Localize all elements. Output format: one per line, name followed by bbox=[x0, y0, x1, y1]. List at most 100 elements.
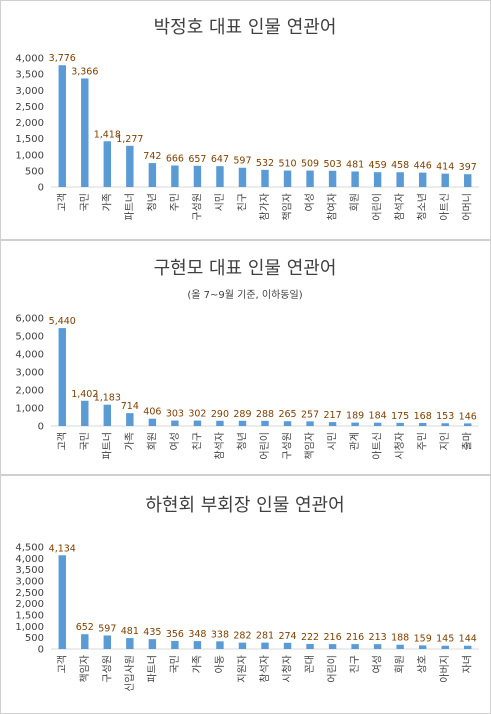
bar bbox=[283, 170, 292, 187]
data-label: 302 bbox=[188, 409, 206, 420]
data-label: 742 bbox=[143, 151, 161, 162]
bar bbox=[441, 645, 449, 649]
x-tick-label: 책임자 bbox=[303, 432, 316, 460]
data-label: 397 bbox=[459, 162, 477, 173]
data-label: 290 bbox=[211, 409, 229, 420]
x-tick-label: 어머니 bbox=[462, 193, 474, 221]
data-label: 213 bbox=[369, 632, 387, 643]
data-label: 144 bbox=[459, 634, 477, 645]
x-tick-label: 시청자 bbox=[394, 432, 406, 460]
x-tick-label: 출마 bbox=[462, 432, 474, 450]
bar bbox=[283, 421, 292, 426]
bar bbox=[283, 642, 292, 649]
data-label: 356 bbox=[166, 629, 184, 640]
x-tick-label: 국민 bbox=[79, 193, 91, 211]
bar bbox=[126, 413, 134, 426]
bar bbox=[148, 163, 157, 187]
data-label: 657 bbox=[188, 154, 206, 165]
bar bbox=[171, 165, 179, 187]
bar bbox=[126, 638, 134, 649]
x-tick-label: 주민 bbox=[169, 193, 181, 211]
y-tick-label: 3,000 bbox=[15, 86, 44, 97]
bar bbox=[328, 644, 337, 649]
x-tick-label: 참석자 bbox=[259, 655, 271, 683]
data-label: 184 bbox=[369, 411, 387, 422]
data-label: 1,277 bbox=[116, 134, 143, 145]
bar bbox=[396, 422, 404, 426]
chart-panel-park: 박정호 대표 인물 연관어 0 500 1,000 1,500 2,000 2,500 3,… bbox=[0, 0, 491, 240]
chart-title: 박정호 대표 인물 연관어 bbox=[154, 17, 337, 38]
y-tick-label: 3,000 bbox=[15, 368, 44, 379]
x-tick-label: 책임자 bbox=[78, 655, 91, 683]
x-tick-label: 친구 bbox=[236, 193, 248, 211]
y-tick-label: 4,000 bbox=[15, 54, 44, 65]
bar bbox=[216, 641, 224, 649]
bar bbox=[464, 423, 472, 426]
data-label: 414 bbox=[436, 162, 454, 173]
bar bbox=[216, 166, 224, 187]
data-label: 265 bbox=[278, 409, 296, 420]
bar bbox=[171, 420, 179, 426]
x-tick-label: 여성 bbox=[372, 655, 384, 673]
data-label: 509 bbox=[301, 159, 319, 170]
data-label: 3,776 bbox=[49, 53, 76, 64]
bar bbox=[351, 422, 359, 426]
data-label: 189 bbox=[346, 411, 364, 422]
data-label: 222 bbox=[301, 632, 319, 643]
bar bbox=[81, 78, 89, 187]
data-label: 652 bbox=[76, 622, 94, 633]
data-label: 510 bbox=[278, 159, 296, 170]
x-tick-label: 참여자 bbox=[327, 193, 339, 221]
y-tick-label: 2,000 bbox=[15, 118, 44, 129]
chart-svg-ha: 하현회 부회장 인물 연관어 05001,0001,5002,0002,5003… bbox=[15, 495, 479, 692]
x-tick-label: 아동 bbox=[214, 655, 226, 673]
data-label: 1,418 bbox=[94, 129, 121, 140]
y-tick-label: 1,000 bbox=[15, 150, 44, 161]
chart-svg-koo: 구현모 대표 인물 연관어 (올 7~9월 기준, 이하동일) 0 1,000 2,… bbox=[15, 258, 479, 460]
x-tick-label: 지원자 bbox=[236, 655, 248, 683]
bar bbox=[464, 174, 472, 187]
y-tick-label: 0 bbox=[38, 183, 44, 194]
x-tick-label: 고객 bbox=[56, 432, 68, 450]
x-tick-label: 구성원 bbox=[191, 193, 203, 221]
x-tick-label: 신입사원 bbox=[123, 655, 136, 692]
x-tick-label: 회원 bbox=[349, 193, 361, 211]
x-tick-label: 구성원 bbox=[282, 432, 294, 460]
bar bbox=[126, 145, 134, 187]
bar bbox=[81, 634, 89, 649]
x-tick-label: 구성원 bbox=[101, 655, 113, 683]
chart-svg-park: 박정호 대표 인물 연관어 0 500 1,000 1,500 2,000 2,500 3,… bbox=[15, 17, 479, 221]
bar bbox=[58, 555, 66, 649]
bar bbox=[58, 65, 66, 187]
bar bbox=[103, 404, 112, 426]
bar bbox=[171, 640, 179, 649]
data-label: 338 bbox=[211, 629, 229, 640]
y-tick-label: 2,500 bbox=[15, 102, 44, 113]
bar bbox=[193, 165, 202, 187]
x-tick-label: 아트신 bbox=[372, 432, 384, 460]
bar bbox=[418, 172, 427, 187]
y-tick-label: 4,000 bbox=[15, 554, 44, 565]
y-tick-label: 4,500 bbox=[15, 543, 44, 554]
bar bbox=[328, 422, 337, 426]
bar bbox=[261, 169, 269, 187]
x-tick-label: 아트신 bbox=[439, 193, 451, 221]
data-label: 175 bbox=[391, 411, 409, 422]
bar bbox=[418, 422, 427, 426]
data-label: 145 bbox=[436, 634, 454, 645]
data-label: 459 bbox=[369, 160, 387, 171]
bar bbox=[306, 421, 314, 426]
data-label: 597 bbox=[98, 623, 116, 634]
data-label: 714 bbox=[121, 401, 139, 412]
x-tick-label: 어린이 bbox=[327, 655, 339, 683]
bar bbox=[103, 635, 112, 649]
data-label: 3,366 bbox=[71, 66, 98, 77]
y-tick-label: 2,500 bbox=[15, 588, 44, 599]
x-tick-label: 여성 bbox=[169, 432, 181, 450]
y-tick-label: 3,500 bbox=[15, 70, 44, 81]
x-tick-label: 회원 bbox=[394, 655, 406, 673]
data-label: 146 bbox=[459, 411, 477, 422]
y-tick-label: 1,500 bbox=[15, 611, 44, 622]
chart-title: 하현회 부회장 인물 연관어 bbox=[145, 495, 344, 516]
x-tick-label: 지인 bbox=[439, 432, 451, 450]
